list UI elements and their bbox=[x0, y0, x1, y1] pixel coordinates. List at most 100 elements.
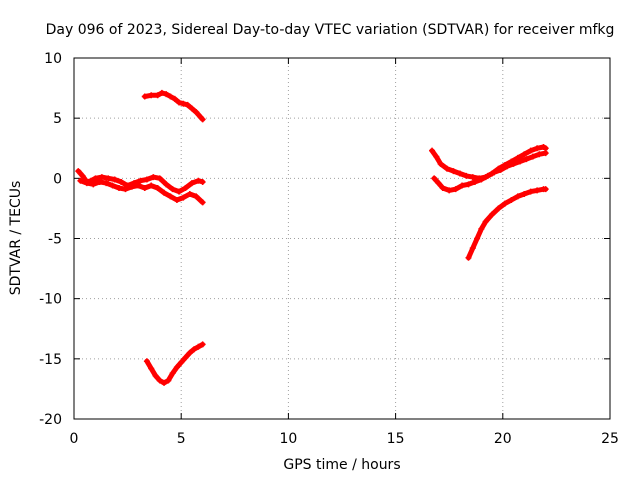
data-point bbox=[148, 365, 155, 372]
data-point bbox=[158, 89, 165, 96]
data-point bbox=[186, 190, 193, 197]
data-point bbox=[163, 181, 170, 188]
data-point bbox=[465, 181, 472, 188]
data-point bbox=[459, 182, 466, 189]
data-point bbox=[508, 196, 515, 203]
data-point bbox=[521, 151, 528, 158]
data-point bbox=[536, 151, 543, 158]
data-point bbox=[523, 156, 530, 163]
data-point bbox=[182, 184, 189, 191]
series-line bbox=[142, 90, 206, 122]
data-point bbox=[542, 150, 549, 157]
data-point bbox=[452, 186, 459, 193]
data-point bbox=[79, 172, 86, 179]
data-point bbox=[111, 176, 118, 183]
data-point bbox=[527, 188, 534, 195]
data-point bbox=[176, 99, 183, 106]
series-arc-lower-left bbox=[143, 341, 206, 386]
data-point bbox=[167, 93, 174, 100]
data-point bbox=[186, 349, 193, 356]
data-point bbox=[514, 193, 521, 200]
x-tick-label: 5 bbox=[177, 431, 186, 447]
data-point bbox=[118, 178, 125, 185]
y-tick-label: 10 bbox=[44, 51, 62, 67]
data-point bbox=[135, 182, 142, 189]
data-point bbox=[444, 165, 451, 172]
series-line bbox=[466, 186, 549, 261]
data-point bbox=[516, 158, 523, 165]
data-point bbox=[195, 343, 202, 350]
series-line bbox=[75, 168, 206, 195]
data-point bbox=[184, 101, 191, 108]
data-point bbox=[497, 166, 504, 173]
data-point bbox=[431, 175, 438, 182]
data-point bbox=[521, 190, 528, 197]
data-point bbox=[152, 372, 159, 379]
series-arc-right-b bbox=[431, 150, 549, 194]
data-point bbox=[167, 193, 174, 200]
data-point bbox=[169, 186, 176, 193]
x-tick-label: 20 bbox=[494, 431, 512, 447]
data-point bbox=[478, 225, 485, 232]
data-point bbox=[137, 177, 144, 184]
data-point bbox=[191, 346, 198, 353]
data-point bbox=[199, 116, 206, 123]
data-point bbox=[148, 182, 155, 189]
data-point bbox=[433, 153, 440, 160]
data-point bbox=[474, 235, 481, 242]
y-axis-label: SDTVAR / TECUs bbox=[8, 181, 24, 296]
y-tick-label: -15 bbox=[39, 352, 62, 368]
chart-title: Day 096 of 2023, Sidereal Day-to-day VTE… bbox=[46, 22, 615, 38]
series-arc-near-zero-b bbox=[77, 177, 206, 206]
data-point bbox=[510, 160, 517, 167]
y-tick-label: 5 bbox=[53, 111, 62, 127]
series-arc-right-c bbox=[465, 186, 549, 261]
data-point bbox=[456, 170, 463, 177]
data-point bbox=[173, 364, 180, 371]
data-point bbox=[180, 194, 187, 201]
data-point bbox=[178, 359, 185, 366]
data-point bbox=[128, 183, 135, 190]
x-axis: 0 5 10 15 20 25 bbox=[70, 58, 619, 447]
data-point bbox=[143, 358, 150, 365]
data-point bbox=[188, 180, 195, 187]
data-point bbox=[482, 218, 489, 225]
data-point bbox=[83, 180, 90, 187]
x-axis-label: GPS time / hours bbox=[283, 457, 400, 473]
data-point bbox=[465, 254, 472, 261]
data-point bbox=[439, 184, 446, 191]
y-tick-label: -20 bbox=[39, 412, 62, 428]
data-point bbox=[171, 95, 178, 102]
x-tick-label: 0 bbox=[70, 431, 79, 447]
data-point bbox=[501, 200, 508, 207]
data-point bbox=[478, 176, 485, 183]
series-arc-near-zero-a bbox=[75, 168, 206, 195]
data-point bbox=[148, 92, 155, 99]
data-point bbox=[489, 211, 496, 218]
data-point bbox=[484, 172, 491, 179]
data-point bbox=[105, 175, 112, 182]
data-point bbox=[161, 189, 168, 196]
data-point bbox=[469, 174, 476, 181]
data-point bbox=[103, 180, 110, 187]
data-point bbox=[437, 160, 444, 167]
data-point bbox=[193, 109, 200, 116]
data-point bbox=[446, 187, 453, 194]
data-point bbox=[199, 199, 206, 206]
data-point bbox=[471, 178, 478, 185]
series-arc-upper-left bbox=[141, 89, 206, 123]
series-group bbox=[75, 89, 549, 386]
y-tick-label: -5 bbox=[48, 232, 62, 248]
y-tick-label: 0 bbox=[53, 171, 62, 187]
data-point bbox=[469, 245, 476, 252]
x-tick-label: 15 bbox=[387, 431, 405, 447]
data-point bbox=[169, 370, 176, 377]
data-point bbox=[176, 188, 183, 195]
data-point bbox=[90, 181, 97, 188]
data-point bbox=[429, 147, 436, 154]
data-point bbox=[527, 147, 534, 154]
data-point bbox=[154, 184, 161, 191]
data-point bbox=[199, 178, 206, 185]
data-point bbox=[193, 193, 200, 200]
